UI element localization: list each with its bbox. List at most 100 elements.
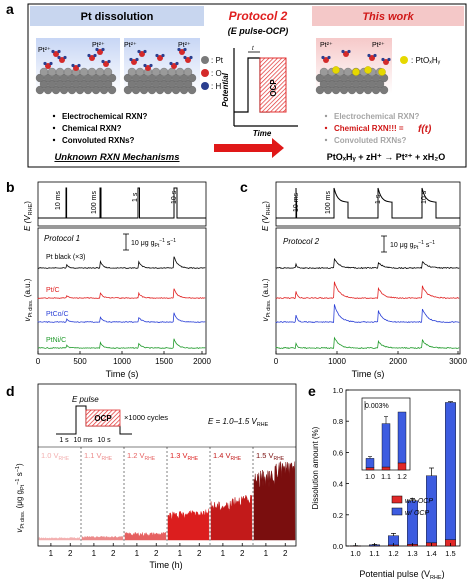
pt-atom [87,67,97,77]
d-xtick-label: 1 [264,549,269,558]
question-chemical: Chemical RXN? [62,124,122,133]
panel-d: OCP E pulse ×1000 cycles 1 s 10 ms 10 s … [15,383,297,570]
pt-atom [167,67,177,77]
e-ytick-label: 0.6 [333,448,343,457]
e-ytick-label: 0.4 [333,480,343,489]
b-series-pt-c: Pt/C [46,287,60,294]
e-xtick-label: 1.0 [350,549,360,558]
b-v-ylabel: vPt diss. (a.u.) [23,278,34,321]
b-potential-trace [38,187,206,219]
c-xtick-2000: 2000 [389,357,407,366]
o-atom [369,55,375,61]
panel-b: 10 ms 100 ms 1 s 10 s Protocol 1 10 μg g… [23,181,211,379]
d-xtick-label: 2 [240,549,245,558]
d-xtick-label: 1 [178,549,183,558]
d-cycles-label: ×1000 cycles [124,413,168,422]
pt-atom [47,67,57,77]
b-xlabel: Time (s) [106,369,139,379]
h-atom [183,55,187,60]
e-ytick-label: 1.0 [333,386,343,395]
d-xtick-label: 2 [154,549,159,558]
left-header: Pt dissolution [81,11,154,23]
e-inset-bar-wo-ocp-1.0 [365,467,375,471]
c-trace-3 [275,336,460,349]
b-e-ylabel: E (VRHE) [23,201,34,231]
pt-ion-labels: Pt²⁺ Pt²⁺ Pt²⁺ Pt²⁺ [38,42,191,54]
d-xtick-label: 2 [197,549,202,558]
h-atom [135,57,139,62]
h-atom [43,61,47,66]
e-xtick-label: 1.5 [445,549,455,558]
d-xtick-label: 2 [283,549,288,558]
panel-letter-b: b [6,179,15,195]
e-bar-w-ocp-1.3 [407,500,418,545]
pt-atom [127,67,137,77]
atom-legend: : Pt : O : H [201,56,224,91]
right-header: This work [362,11,414,23]
o-atom [53,51,59,57]
d-ylabel: vPt diss. (μg gPt−1 s−1) [15,463,26,533]
left-surface-illustration [35,38,200,95]
h-atom [373,53,377,58]
h-atom [71,63,75,68]
d-time-10s: 10 s [97,437,111,444]
e-ytick-label: 0.2 [333,511,343,520]
d-dissolution-segment [253,461,296,541]
h-atom [93,53,97,58]
e-inset-xtick-label: 1.0 [365,474,375,481]
o-atom [89,55,95,61]
o-atom [139,51,145,57]
b-xtick-500: 500 [73,357,87,366]
c-trace-2 [275,304,460,323]
pt-ion-label: Pt²⁺ [178,42,191,49]
protocol-ocp: OCP [269,79,278,97]
left-header-box [30,6,204,26]
b-series-ptni-c: PtNi/C [46,337,66,344]
c-potential-frame [275,181,461,227]
h-atom [183,47,187,52]
c-pulse-label-10s: 10 s [421,190,428,204]
d-range-label: E = 1.0–1.5 VRHE [208,417,269,428]
h-atom [57,49,61,54]
pulse-duration-t: t [252,46,254,52]
h-atom [381,57,385,62]
e-ytick-label: 0.0 [333,542,343,551]
c-dissolution-frame [275,227,461,355]
o-atom [383,59,389,65]
o-atom [145,65,151,71]
pt-atom [79,67,89,77]
d-dissolution-segment [167,508,210,541]
c-xtick-1000: 1000 [328,357,346,366]
right-question-function: f(t) [418,124,432,135]
pt-atom [107,85,117,95]
d-frame [37,383,297,547]
b-pulse-label-100ms: 100 ms [91,191,98,214]
h-atom [161,53,165,58]
ptoxhy-site [332,66,340,74]
e-inset-bar-w-ocp-1.1 [381,423,391,468]
reaction-equation: PtOₓHᵧ + zH⁺ → Pt²⁺ + xH₂O [327,152,446,162]
o-atom [171,63,177,69]
e-xtick-label: 1.4 [426,549,436,558]
e-xtick-label: 1.1 [369,549,379,558]
pt-atom [135,67,145,77]
d-xlabel: Time (h) [149,560,182,570]
panel-e-chart: 0.0 0.2 0.4 0.6 0.8 1.0 1.0 1.1 1.2 1.3 1.4 1.5 0.… [311,386,461,581]
c-potential-trace [276,187,460,219]
e-inset-bar-w-ocp-1.2 [397,411,407,464]
e-legend-swatch-wo-ocp [391,495,403,504]
protocol-ylabel: Potential [221,72,230,107]
pt-atom [343,67,353,77]
e-legend-swatch-w-ocp [391,507,403,516]
b-trace-3 [38,338,206,349]
pt-atom [375,79,385,89]
h-atom [57,55,61,60]
c-xtick-0: 0 [274,357,279,366]
protocol-2-diagram: t OCP Potential Time [221,46,298,138]
h-atom [129,57,133,62]
pt-atom [319,67,329,77]
d-time-1s: 1 s [59,437,69,444]
b-pulse-label-1s: 1 s [132,192,139,202]
h-atom [137,49,141,54]
b-xtick-0: 0 [36,357,41,366]
